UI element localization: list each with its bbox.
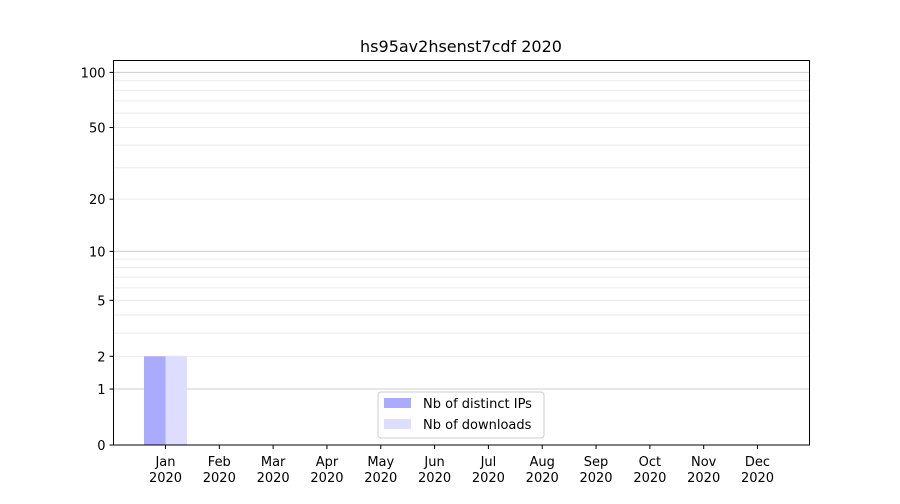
y-tick-label: 10: [89, 245, 106, 260]
x-tick-label: Sep: [584, 455, 609, 470]
x-tick-label: Nov: [691, 455, 717, 470]
x-tick-label: 2020: [149, 471, 182, 486]
y-tick-label: 0: [97, 439, 105, 454]
x-tick-label: 2020: [687, 471, 720, 486]
x-tick-label: 2020: [203, 471, 236, 486]
x-tick-label: 2020: [633, 471, 666, 486]
bar-downloads: [165, 356, 187, 445]
x-tick-label: Jul: [480, 455, 497, 470]
legend-swatch: [384, 398, 411, 408]
x-tick-label: 2020: [257, 471, 290, 486]
x-tick-label: Jun: [423, 455, 444, 470]
x-tick-label: 2020: [364, 471, 397, 486]
x-tick-label: May: [367, 455, 394, 470]
x-tick-label: Jan: [154, 455, 175, 470]
legend-box: [377, 391, 545, 439]
x-tick-label: Apr: [316, 455, 339, 470]
x-tick-label: 2020: [526, 471, 559, 486]
x-tick-label: 2020: [579, 471, 612, 486]
x-tick-label: 2020: [418, 471, 451, 486]
y-tick-label: 5: [97, 294, 105, 309]
y-tick-label: 1: [97, 383, 105, 398]
x-tick-label: 2020: [741, 471, 774, 486]
x-tick-label: 2020: [472, 471, 505, 486]
x-tick-label: Mar: [261, 455, 286, 470]
legend: Nb of distinct IPs Nb of downloads: [377, 391, 545, 439]
legend-label: Nb of distinct IPs: [423, 397, 532, 412]
y-tick-label: 100: [81, 66, 106, 81]
legend-swatch: [384, 419, 411, 429]
chart-title: hs95av2hsenst7cdf 2020: [360, 37, 562, 56]
x-tick-label: Dec: [745, 455, 770, 470]
y-tick-label: 2: [97, 350, 105, 365]
bar-distinct-ips: [144, 356, 166, 445]
x-tick-label: Oct: [639, 455, 661, 470]
x-tick-label: Aug: [530, 455, 555, 470]
plot-frame: [113, 60, 810, 446]
y-tick-label: 50: [89, 122, 106, 137]
x-tick-label: Feb: [208, 455, 231, 470]
x-tick-label: 2020: [310, 471, 343, 486]
y-tick-label: 20: [89, 193, 106, 208]
legend-label: Nb of downloads: [423, 418, 532, 433]
